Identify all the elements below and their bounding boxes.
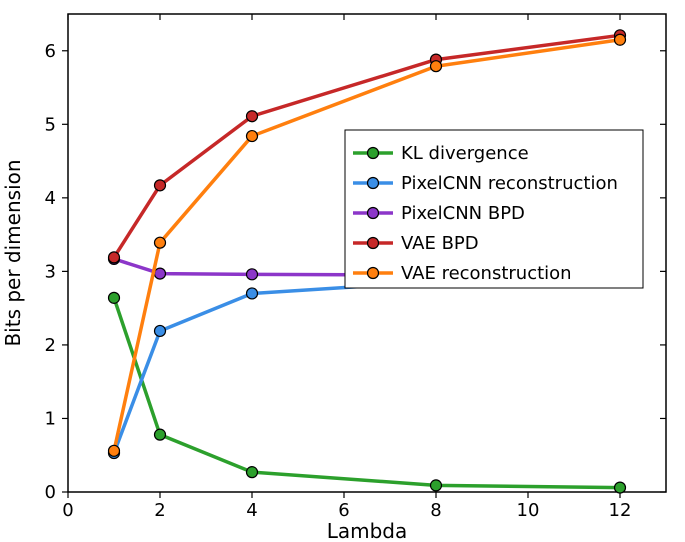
y-tick-label: 2 <box>45 335 56 356</box>
legend-label: KL divergence <box>401 143 529 164</box>
series-marker <box>247 288 258 299</box>
x-tick-label: 4 <box>246 500 257 521</box>
x-tick-label: 2 <box>154 500 165 521</box>
y-tick-label: 3 <box>45 261 56 282</box>
series-marker <box>247 111 258 122</box>
y-tick-label: 1 <box>45 408 56 429</box>
series-marker <box>615 34 626 45</box>
series-marker <box>247 467 258 478</box>
series-marker <box>109 445 120 456</box>
x-tick-label: 12 <box>609 500 632 521</box>
legend-label: PixelCNN BPD <box>401 203 525 224</box>
legend-label: VAE reconstruction <box>401 263 572 284</box>
y-tick-label: 6 <box>45 41 56 62</box>
series-marker <box>109 252 120 263</box>
legend-label: PixelCNN reconstruction <box>401 173 618 194</box>
series-marker <box>247 269 258 280</box>
y-tick-label: 0 <box>45 482 56 503</box>
series-marker <box>109 292 120 303</box>
line-chart: 0246810120123456LambdaBits per dimension… <box>0 0 685 542</box>
legend-marker <box>368 238 379 249</box>
x-tick-label: 0 <box>62 500 73 521</box>
legend: KL divergence PixelCNN reconstruction Pixe… <box>345 130 643 288</box>
legend-label: VAE BPD <box>401 233 479 254</box>
series-marker <box>247 131 258 142</box>
series-marker <box>155 268 166 279</box>
x-tick-label: 8 <box>430 500 441 521</box>
legend-marker <box>368 148 379 159</box>
series-marker <box>615 482 626 493</box>
y-axis-label: Bits per dimension <box>1 159 25 346</box>
series-marker <box>155 180 166 191</box>
x-axis-label: Lambda <box>327 519 408 542</box>
legend-marker <box>368 208 379 219</box>
series-marker <box>155 237 166 248</box>
series-marker <box>431 480 442 491</box>
series-marker <box>155 429 166 440</box>
series-marker <box>155 325 166 336</box>
x-tick-label: 10 <box>517 500 540 521</box>
x-tick-label: 6 <box>338 500 349 521</box>
series-marker <box>431 61 442 72</box>
y-tick-label: 4 <box>45 188 56 209</box>
legend-marker <box>368 178 379 189</box>
y-tick-label: 5 <box>45 114 56 135</box>
chart-container: 0246810120123456LambdaBits per dimension… <box>0 0 685 542</box>
legend-marker <box>368 268 379 279</box>
